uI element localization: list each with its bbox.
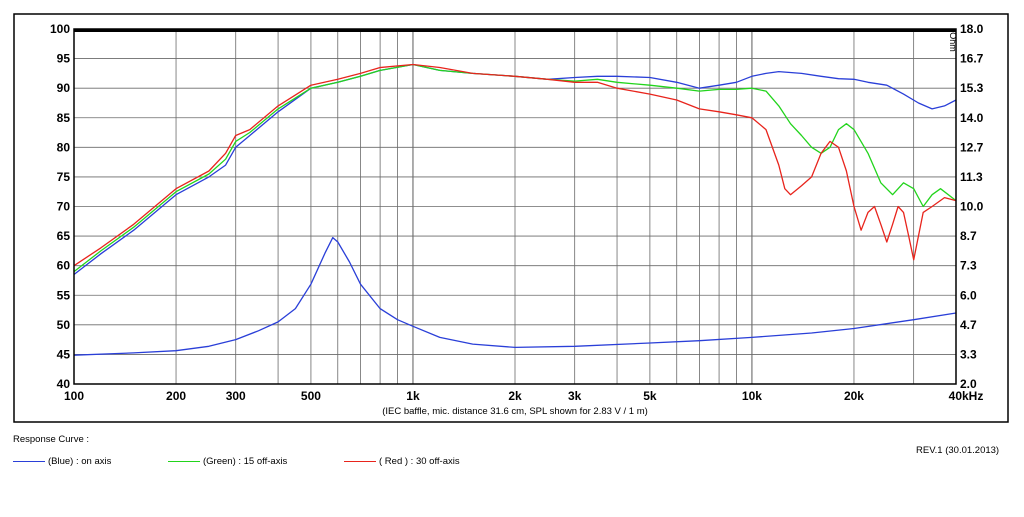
- y-tick-label: 55: [57, 288, 71, 302]
- legend-line-blue-icon: [13, 461, 45, 462]
- x-tick-label: 100: [64, 389, 84, 403]
- y-tick-label: 95: [57, 52, 71, 66]
- y2-tick-label: 2.0: [960, 377, 977, 391]
- legend-line-red-icon: [344, 461, 376, 462]
- revision-label: REV.1 (30.01.2013): [916, 445, 1000, 456]
- y2-tick-label: 3.3: [960, 347, 977, 361]
- y-tick-label: 65: [57, 229, 71, 243]
- y-tick-label: 50: [57, 318, 71, 332]
- chart-caption: (IEC baffle, mic. distance 31.6 cm, SPL …: [382, 406, 648, 417]
- x-tick-label: 500: [301, 389, 321, 403]
- x-tick-label: 5k: [643, 389, 657, 403]
- y-tick-label: 80: [57, 140, 71, 154]
- x-tick-label: 40kHz: [949, 389, 984, 403]
- y-tick-label: 75: [57, 170, 71, 184]
- x-tick-label: 3k: [568, 389, 582, 403]
- x-tick-label: 300: [226, 389, 246, 403]
- legend-item-blue: (Blue) : on axis: [13, 456, 111, 467]
- y2-tick-label: 18.0: [960, 22, 984, 36]
- y-tick-label: 60: [57, 259, 71, 273]
- y2-tick-label: 8.7: [960, 229, 977, 243]
- series-line-2a3fd8: [73, 63, 957, 276]
- y2-tick-label: 16.7: [960, 52, 984, 66]
- response-curve-label: Response Curve :: [13, 434, 90, 445]
- y-tick-label: 40: [57, 377, 71, 391]
- legend-label-green: (Green) : 15 off-axis: [203, 456, 288, 467]
- y2-tick-label: 6.0: [960, 288, 977, 302]
- x-tick-label: 2k: [508, 389, 522, 403]
- legend-label-blue: (Blue) : on axis: [48, 456, 112, 467]
- legend-label-red: ( Red ) : 30 off-axis: [379, 456, 460, 467]
- y2-tick-label: 10.0: [960, 200, 984, 214]
- y2-tick-label: 14.0: [960, 111, 984, 125]
- y-tick-label: 100: [50, 22, 70, 36]
- x-tick-label: 1k: [406, 389, 420, 403]
- y-tick-label: 90: [57, 81, 71, 95]
- x-tick-label: 10k: [742, 389, 762, 403]
- y2-tick-label: 7.3: [960, 259, 977, 273]
- legend-item-red: ( Red ) : 30 off-axis: [344, 456, 460, 467]
- y2-tick-label: 15.3: [960, 81, 984, 95]
- right-axis-unit: Ohm: [948, 32, 958, 52]
- x-tick-label: 20k: [844, 389, 864, 403]
- chart-outer-frame: [13, 13, 1009, 423]
- y-tick-label: 85: [57, 111, 71, 125]
- impedance-curve: [73, 236, 957, 356]
- series-line-22d41c: [73, 63, 957, 273]
- legend-line-green-icon: [168, 461, 200, 462]
- y-tick-label: 70: [57, 200, 71, 214]
- y2-tick-label: 12.7: [960, 140, 984, 154]
- y2-tick-label: 11.3: [960, 170, 983, 184]
- legend-item-green: (Green) : 15 off-axis: [168, 456, 287, 467]
- y-tick-label: 45: [57, 347, 71, 361]
- series-line-e8241c: [73, 63, 957, 267]
- y2-tick-label: 4.7: [960, 318, 977, 332]
- x-tick-label: 200: [166, 389, 186, 403]
